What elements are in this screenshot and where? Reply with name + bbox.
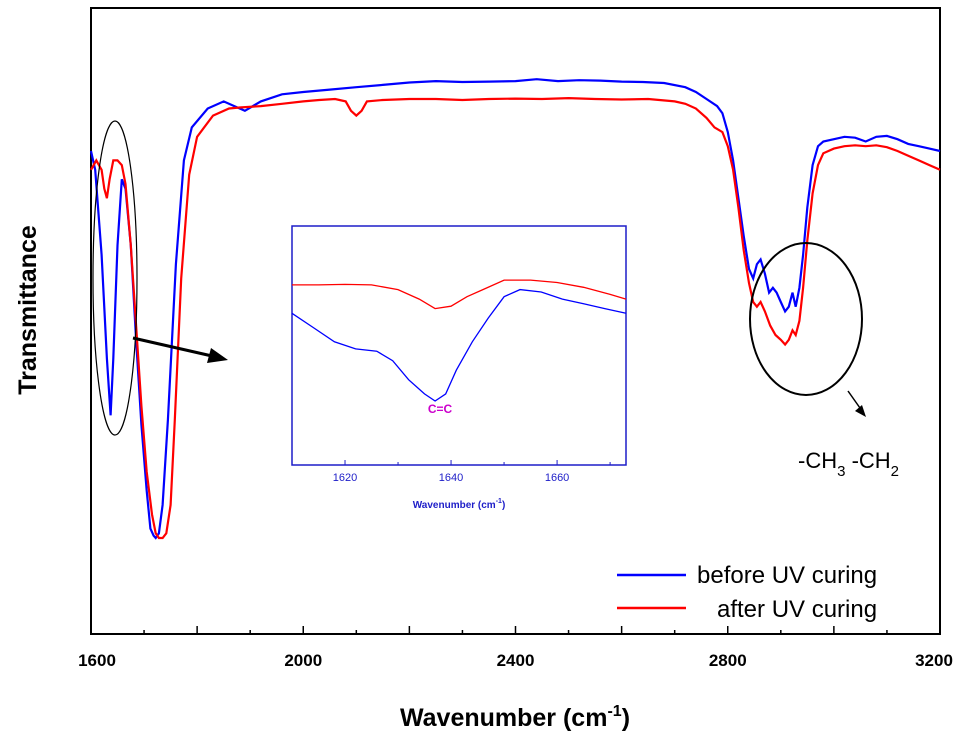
main-x-axis-ticks: 1600 2000 2400 2800 3200 [78,626,953,670]
series-line-after-uv-curing [90,96,941,540]
inset-series-line-after-uv-curing [292,279,627,310]
ch-group-annotation: -CH3 -CH2 [798,448,899,480]
inset-x-tick-label: 1660 [545,472,569,484]
x-tick-label: 3200 [915,651,953,670]
y-axis-title: Transmittance [14,225,42,395]
legend: before UV curing after UV curing [617,562,877,623]
x-tick-label: 2400 [497,651,535,670]
series-line-before-uv-curing [89,78,941,540]
inset-series-line-before-uv-curing [291,288,627,402]
inset-x-axis-ticks: 1620 1640 1660 [291,460,611,484]
inset-annotation-cc: C=C [428,402,453,416]
highlight-ellipse-cc-region [92,120,138,436]
inset-x-tick-label: 1620 [333,472,357,484]
x-tick-label: 2800 [709,651,747,670]
inset-chart: 1620 1640 1660 C=C Wavenumber (cm-1) [291,225,627,511]
main-plot-area [89,78,941,540]
x-tick-label: 2000 [284,651,322,670]
arrow-to-ch-label [847,390,866,417]
arrow-to-inset [132,336,228,363]
inset-x-axis-title: Wavenumber (cm-1) [413,498,506,511]
inset-x-tick-label: 1640 [439,472,463,484]
legend-label-before: before UV curing [697,562,877,589]
legend-label-after: after UV curing [717,596,877,623]
x-axis-title: Wavenumber (cm-1) [400,703,630,732]
x-tick-label: 1600 [78,651,116,670]
highlight-ellipse-ch-region [749,242,863,396]
inset-frame [291,225,627,466]
x-axis-title-sup: -1 [607,703,621,720]
